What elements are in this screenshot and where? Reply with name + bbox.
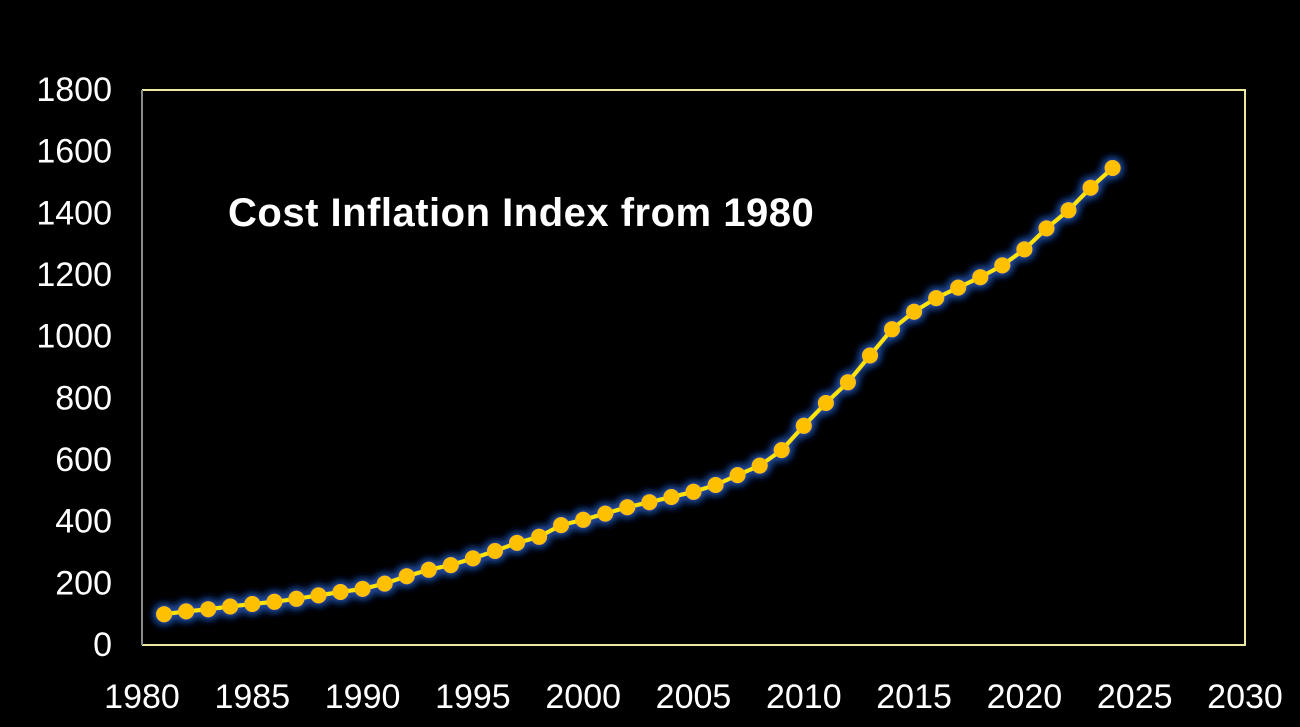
data-point-marker	[641, 494, 658, 511]
data-point-marker	[464, 550, 481, 567]
data-point-marker	[972, 269, 989, 286]
data-point-marker	[354, 580, 371, 597]
data-point-marker	[839, 374, 856, 391]
data-point-marker	[487, 543, 503, 559]
data-point-marker	[310, 587, 327, 604]
y-axis-tick-label: 1000	[36, 318, 112, 356]
data-point-marker	[729, 467, 746, 484]
y-axis-tick-label: 1400	[36, 194, 112, 232]
data-point-marker	[619, 499, 636, 516]
data-point-marker	[685, 483, 702, 500]
x-axis-tick-label: 2010	[766, 678, 842, 716]
y-axis-tick-label: 600	[55, 441, 112, 479]
data-point-marker	[707, 477, 724, 493]
data-point-marker	[597, 505, 614, 522]
x-axis-tick-label: 2030	[1207, 678, 1283, 716]
data-point-marker	[244, 596, 261, 612]
data-point-marker	[795, 417, 812, 434]
x-axis-tick-label: 2015	[876, 678, 952, 716]
y-axis-tick-label: 400	[55, 503, 112, 541]
y-axis-tick-label: 1200	[36, 256, 112, 294]
data-point-marker	[1104, 160, 1121, 176]
data-point-marker	[773, 442, 790, 459]
data-point-marker	[156, 606, 173, 623]
chart-title: Cost Inflation Index from 1980	[228, 191, 815, 235]
x-axis-tick-label: 2005	[656, 678, 732, 716]
x-axis-tick-label: 2025	[1097, 678, 1173, 716]
y-axis-tick-label: 200	[55, 564, 112, 602]
x-axis-tick-label: 1980	[104, 678, 180, 716]
data-point-marker	[950, 279, 967, 296]
y-axis-tick-label: 0	[93, 626, 112, 664]
x-axis-tick-label: 1985	[214, 678, 290, 716]
x-axis-tick-label: 2020	[987, 678, 1063, 716]
data-point-marker	[376, 575, 393, 592]
data-point-marker	[906, 303, 923, 320]
data-point-marker	[200, 601, 217, 618]
data-point-marker	[884, 321, 900, 338]
data-point-marker	[575, 511, 592, 528]
data-point-marker	[332, 584, 349, 600]
x-axis-tick-label: 1995	[435, 678, 511, 716]
data-point-marker	[1060, 202, 1077, 219]
data-point-marker	[553, 517, 570, 534]
data-point-marker	[509, 534, 525, 551]
y-axis-tick-label: 1600	[36, 133, 112, 171]
data-point-marker	[862, 347, 878, 364]
data-point-marker	[420, 561, 437, 578]
data-point-marker	[398, 568, 415, 585]
x-axis-tick-label: 2000	[545, 678, 621, 716]
data-point-marker	[531, 528, 548, 545]
data-point-marker	[1038, 220, 1055, 237]
data-point-marker	[288, 590, 305, 607]
plot-area-border	[142, 89, 1246, 646]
data-point-marker	[266, 593, 283, 610]
data-point-marker	[178, 603, 195, 620]
data-point-marker	[817, 395, 834, 411]
data-point-marker	[442, 557, 459, 574]
data-point-marker	[1016, 241, 1033, 258]
data-point-marker	[1082, 179, 1099, 196]
series-group	[156, 160, 1121, 623]
data-point-marker	[751, 457, 768, 474]
y-axis-tick-label: 1800	[36, 71, 112, 109]
x-axis-tick-label: 1990	[325, 678, 401, 716]
data-point-marker	[928, 290, 945, 307]
data-point-marker	[222, 598, 239, 615]
data-point-marker	[994, 257, 1011, 274]
data-point-marker	[663, 489, 680, 505]
y-axis-tick-label: 800	[55, 379, 112, 417]
